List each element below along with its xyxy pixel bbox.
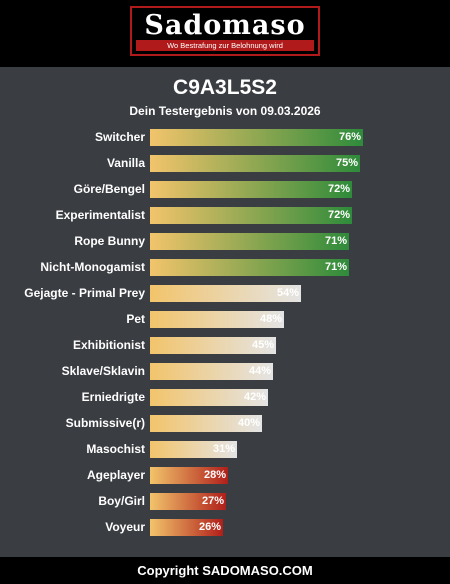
bar: 75%	[150, 155, 360, 172]
bar-row: Vanilla 75%	[0, 155, 450, 172]
bar-label: Göre/Bengel	[73, 182, 145, 196]
bar: 31%	[150, 441, 237, 458]
bar-row: Boy/Girl 27%	[0, 493, 450, 510]
bar-row: Rope Bunny 71%	[0, 233, 450, 250]
bar-label: Sklave/Sklavin	[61, 364, 145, 378]
result-subtitle: Dein Testergebnis von 09.03.2026	[129, 104, 321, 118]
bar: 45%	[150, 337, 276, 354]
bar: 40%	[150, 415, 262, 432]
bar: 71%	[150, 259, 349, 276]
logo-tagline: Wo Bestrafung zur Belohnung wird	[136, 40, 314, 51]
bar: 44%	[150, 363, 273, 380]
bar: 27%	[150, 493, 226, 510]
footer-copyright: Copyright SADOMASO.COM	[0, 557, 450, 584]
bar-value-label: 26%	[198, 521, 221, 533]
bar-value-label: 71%	[324, 235, 347, 247]
bar-value-label: 31%	[212, 443, 235, 455]
bar-label: Gejagte - Primal Prey	[24, 286, 145, 300]
bar-value-label: 48%	[259, 313, 282, 325]
bar-value-label: 28%	[203, 469, 226, 481]
bar-value-label: 72%	[327, 183, 350, 195]
bar-label: Vanilla	[106, 156, 145, 170]
bar-value-label: 75%	[335, 157, 358, 169]
bar-value-label: 71%	[324, 261, 347, 273]
bar-value-label: 44%	[248, 365, 271, 377]
bar: 72%	[150, 181, 352, 198]
bar-value-label: 54%	[276, 287, 299, 299]
bar-value-label: 27%	[201, 495, 224, 507]
bar-row: Voyeur 26%	[0, 519, 450, 536]
bar-row: Switcher 76%	[0, 129, 450, 146]
bar-label: Erniedrigte	[81, 390, 145, 404]
bar-row: Masochist 31%	[0, 441, 450, 458]
bar-value-label: 72%	[327, 209, 350, 221]
result-code: C9A3L5S2	[173, 76, 277, 99]
bar-label: Nicht-Monogamist	[40, 260, 145, 274]
bar: 71%	[150, 233, 349, 250]
bar-label: Rope Bunny	[74, 234, 145, 248]
bar-label: Exhibitionist	[73, 338, 145, 352]
bar: 42%	[150, 389, 268, 406]
bar-value-label: 40%	[237, 417, 260, 429]
bar: 48%	[150, 311, 284, 328]
bar-row: Pet 48%	[0, 311, 450, 328]
site-logo[interactable]: Sadomaso Wo Bestrafung zur Belohnung wir…	[130, 6, 320, 56]
bar-label: Pet	[126, 312, 145, 326]
bar: 26%	[150, 519, 223, 536]
bar-row: Sklave/Sklavin 44%	[0, 363, 450, 380]
bar-label: Submissive(r)	[65, 416, 145, 430]
bar-row: Gejagte - Primal Prey 54%	[0, 285, 450, 302]
bar-value-label: 76%	[338, 131, 361, 143]
bar-label: Voyeur	[105, 520, 145, 534]
bar: 72%	[150, 207, 352, 224]
bar-row: Exhibitionist 45%	[0, 337, 450, 354]
bar-label: Switcher	[94, 130, 145, 144]
bar-row: Erniedrigte 42%	[0, 389, 450, 406]
header: Sadomaso Wo Bestrafung zur Belohnung wir…	[0, 0, 450, 67]
logo-text: Sadomaso	[144, 10, 306, 41]
bar-label: Experimentalist	[55, 208, 145, 222]
bar: 76%	[150, 129, 363, 146]
bar-row: Göre/Bengel 72%	[0, 181, 450, 198]
bar: 54%	[150, 285, 301, 302]
bar-row: Submissive(r) 40%	[0, 415, 450, 432]
bar-label: Boy/Girl	[98, 494, 145, 508]
bar-row: Experimentalist 72%	[0, 207, 450, 224]
bar-row: Nicht-Monogamist 71%	[0, 259, 450, 276]
bar-label: Masochist	[86, 442, 145, 456]
bar-row: Ageplayer 28%	[0, 467, 450, 484]
bar-label: Ageplayer	[86, 468, 145, 482]
bar-value-label: 45%	[251, 339, 274, 351]
bar-value-label: 42%	[243, 391, 266, 403]
bar: 28%	[150, 467, 228, 484]
